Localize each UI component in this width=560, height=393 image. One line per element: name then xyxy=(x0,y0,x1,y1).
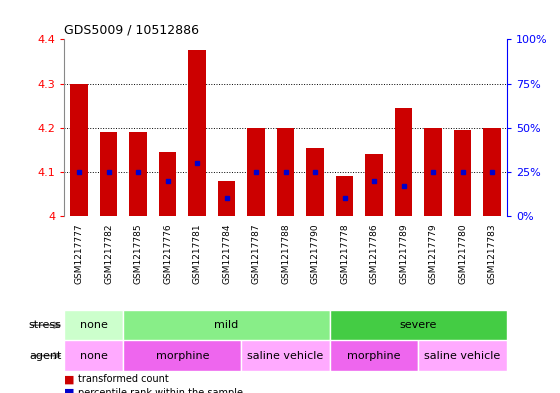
Bar xyxy=(64,310,123,340)
Bar xyxy=(218,181,235,216)
Bar xyxy=(100,132,118,216)
Text: ■: ■ xyxy=(64,388,75,393)
Bar xyxy=(365,154,383,216)
Bar xyxy=(277,128,295,216)
Text: GSM1217783: GSM1217783 xyxy=(488,224,497,284)
Text: agent: agent xyxy=(29,351,62,361)
Bar xyxy=(241,340,330,371)
Bar xyxy=(71,84,88,216)
Text: GSM1217789: GSM1217789 xyxy=(399,224,408,284)
Bar xyxy=(395,108,412,216)
Text: GSM1217776: GSM1217776 xyxy=(163,224,172,284)
Bar xyxy=(123,310,330,340)
Text: GSM1217778: GSM1217778 xyxy=(340,224,349,284)
Text: saline vehicle: saline vehicle xyxy=(248,351,324,361)
Text: percentile rank within the sample: percentile rank within the sample xyxy=(78,388,244,393)
Text: GSM1217780: GSM1217780 xyxy=(458,224,467,284)
Text: GDS5009 / 10512886: GDS5009 / 10512886 xyxy=(64,24,199,37)
Bar xyxy=(483,128,501,216)
Text: GSM1217779: GSM1217779 xyxy=(428,224,437,284)
Text: GSM1217788: GSM1217788 xyxy=(281,224,290,284)
Text: GSM1217786: GSM1217786 xyxy=(370,224,379,284)
Text: none: none xyxy=(80,351,108,361)
Text: GSM1217785: GSM1217785 xyxy=(134,224,143,284)
Text: GSM1217782: GSM1217782 xyxy=(104,224,113,284)
Bar xyxy=(188,50,206,216)
Text: morphine: morphine xyxy=(156,351,209,361)
Text: saline vehicle: saline vehicle xyxy=(424,351,501,361)
Text: mild: mild xyxy=(214,320,239,330)
Bar xyxy=(306,148,324,216)
Text: transformed count: transformed count xyxy=(78,374,169,384)
Text: severe: severe xyxy=(400,320,437,330)
Bar xyxy=(424,128,442,216)
Text: GSM1217781: GSM1217781 xyxy=(193,224,202,284)
Text: stress: stress xyxy=(29,320,62,330)
Bar xyxy=(330,340,418,371)
Bar xyxy=(330,310,507,340)
Bar xyxy=(248,128,265,216)
Text: ■: ■ xyxy=(64,374,75,384)
Text: GSM1217777: GSM1217777 xyxy=(74,224,83,284)
Text: GSM1217790: GSM1217790 xyxy=(311,224,320,284)
Bar xyxy=(64,340,123,371)
Text: morphine: morphine xyxy=(347,351,401,361)
Bar xyxy=(454,130,472,216)
Text: GSM1217784: GSM1217784 xyxy=(222,224,231,284)
Bar xyxy=(123,340,241,371)
Bar xyxy=(129,132,147,216)
Bar xyxy=(418,340,507,371)
Bar xyxy=(159,152,176,216)
Text: none: none xyxy=(80,320,108,330)
Text: GSM1217787: GSM1217787 xyxy=(251,224,260,284)
Bar xyxy=(336,176,353,216)
